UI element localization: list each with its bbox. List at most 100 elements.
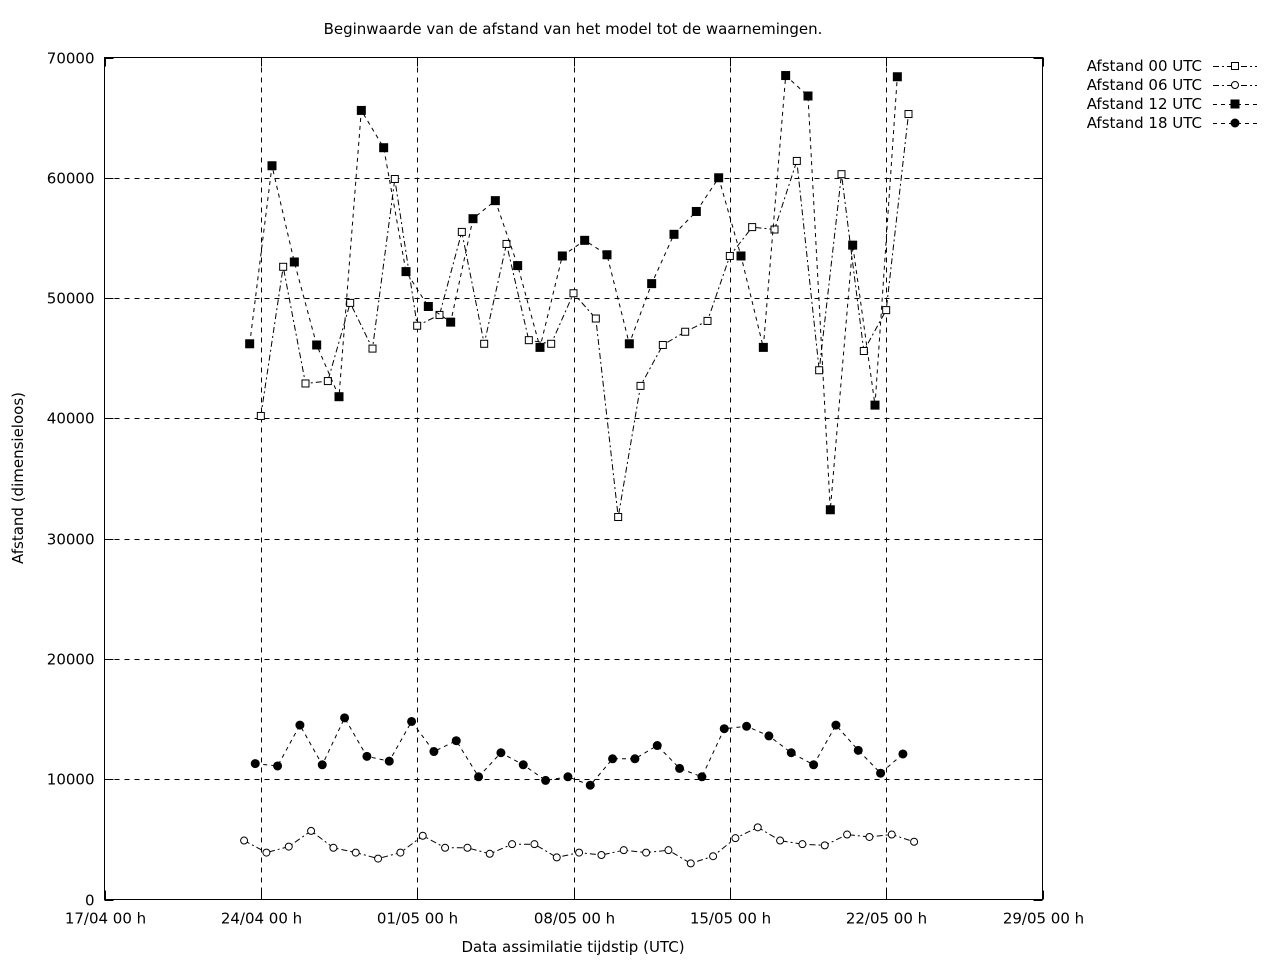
data-point [390,174,399,183]
data-point [435,310,444,319]
data-point [781,71,791,81]
data-point [815,366,824,375]
data-point [742,721,752,731]
data-point [585,780,595,790]
y-tick-label: 20000 [47,651,95,669]
legend-marker [1231,62,1239,70]
data-point [792,156,801,165]
data-point [267,161,277,171]
series-2 [245,71,902,515]
data-point [575,848,584,857]
data-point [490,196,500,206]
data-point [719,724,729,734]
data-point [619,846,628,855]
data-point [910,837,919,846]
data-point [351,848,360,857]
data-point [675,763,685,773]
data-point [245,339,255,349]
data-point [240,836,249,845]
data-point [831,720,841,730]
plot-frame [104,57,1043,900]
data-point [441,843,450,852]
data-point [535,342,545,352]
data-point [597,850,606,859]
data-point [664,846,673,855]
data-point [731,834,740,843]
legend-label: Afstand 12 UTC [1087,95,1202,113]
y-tick-label: 10000 [47,771,95,789]
data-point [647,279,657,289]
data-point [820,841,829,850]
data-point [413,321,422,330]
legend-marker [1231,81,1239,89]
data-point [876,768,886,778]
data-point [870,400,880,410]
data-point [273,761,283,771]
x-tick-label: 17/04 00 h [65,910,146,928]
data-point [798,840,807,849]
data-point [809,760,819,770]
data-point [681,327,690,336]
data-point [691,206,701,216]
data-point [284,842,293,851]
data-point [686,859,695,868]
data-point [423,301,433,311]
data-point [524,336,533,345]
data-point [356,105,366,115]
legend-label: Afstand 06 UTC [1087,76,1202,94]
data-point [697,772,707,782]
legend-item: Afstand 06 UTC [1087,76,1257,94]
data-point [418,831,427,840]
data-point [843,830,852,839]
data-point [569,289,578,298]
data-point [502,239,511,248]
data-point [541,775,551,785]
data-point [887,830,896,839]
data-point [591,314,600,323]
data-point [295,720,305,730]
series-line [255,716,904,786]
data-point [379,143,389,153]
data-point [725,251,734,260]
data-point [368,344,377,353]
data-point [865,832,874,841]
data-point [703,316,712,325]
data-point [329,843,338,852]
data-point [480,339,489,348]
y-tick-label: 60000 [47,170,95,188]
data-point [736,251,746,261]
x-tick-label: 08/05 00 h [534,910,615,928]
series-layer [240,71,919,868]
data-point [853,745,863,755]
data-point [563,772,573,782]
data-point [289,257,299,267]
y-tick-label: 50000 [47,290,95,308]
data-point [256,411,265,420]
data-point [362,751,372,761]
legend-item: Afstand 12 UTC [1087,95,1257,113]
data-point [753,823,762,832]
x-tick-label: 22/05 00 h [846,910,927,928]
data-point [307,826,316,835]
data-point [709,852,718,861]
legend-item: Afstand 00 UTC [1087,57,1257,75]
data-point [580,235,590,245]
data-point [301,379,310,388]
data-point [429,747,439,757]
series-line [249,74,898,510]
data-point [714,173,724,183]
data-point [513,261,523,271]
legend-label: Afstand 00 UTC [1087,57,1202,75]
series-3 [250,713,908,790]
data-point [401,267,411,277]
data-point [396,848,405,857]
data-point [658,340,667,349]
data-point [312,340,322,350]
data-point [642,848,651,857]
data-point [786,748,796,758]
data-point [496,748,506,758]
data-point [882,306,891,315]
data-point [803,91,813,101]
